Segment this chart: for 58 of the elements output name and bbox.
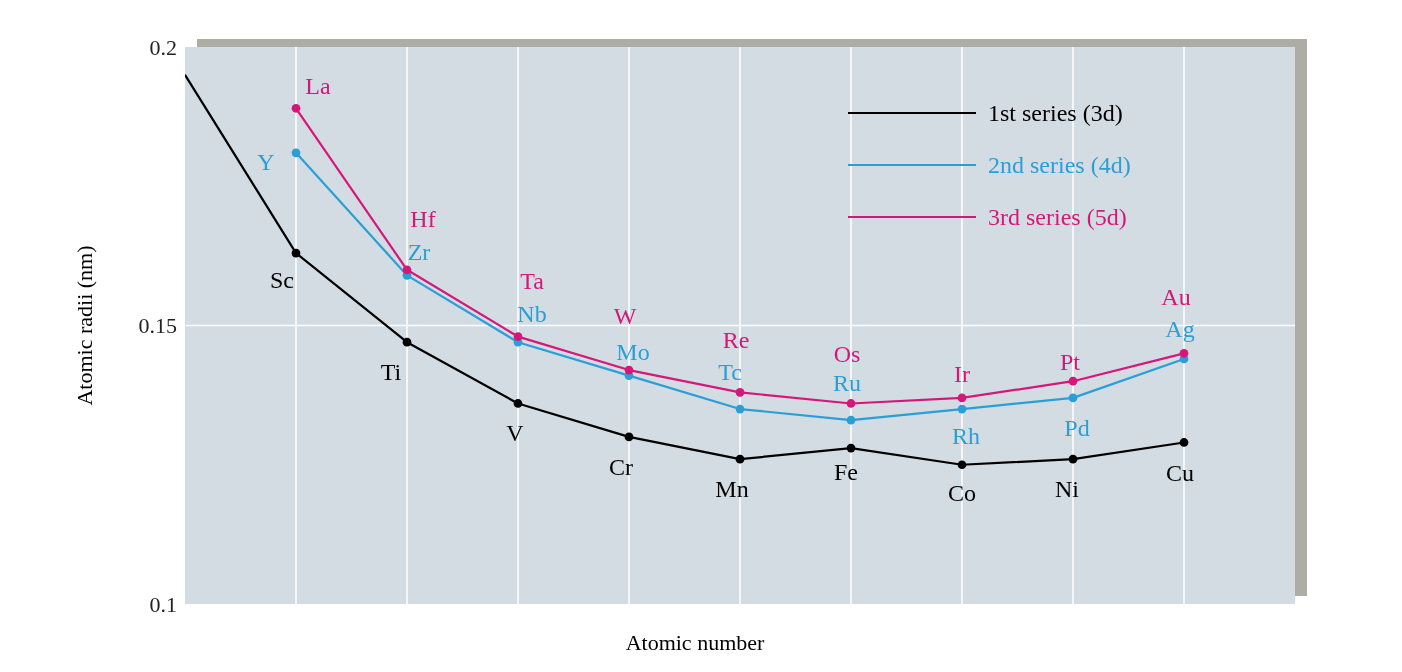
annotation: Co	[947, 479, 977, 506]
point	[1179, 348, 1189, 358]
text: 1st series (3d)	[988, 100, 1123, 126]
point	[846, 415, 856, 425]
annotation: Ag	[1165, 315, 1195, 342]
annotation: Tc	[718, 359, 742, 386]
point	[624, 432, 634, 442]
annotation: Ni	[1055, 476, 1080, 503]
annotation: Ta	[520, 267, 545, 294]
point	[1068, 393, 1078, 403]
annotation: Cr	[609, 453, 634, 480]
annotation: Ti	[380, 359, 402, 386]
point	[513, 332, 523, 341]
point	[735, 404, 745, 414]
point	[846, 443, 856, 453]
y-tick-label: 0.15	[138, 313, 177, 339]
annotation: W	[613, 303, 637, 330]
annotation: Pt	[1059, 349, 1081, 376]
point	[1068, 454, 1078, 464]
annotation: Os	[833, 341, 861, 368]
point	[735, 387, 745, 397]
y-tick-label: 0.2	[149, 34, 177, 60]
point	[624, 365, 634, 375]
point	[291, 148, 301, 158]
point	[957, 393, 967, 403]
annotation: Hf	[410, 205, 436, 232]
annotation: Nb	[517, 301, 547, 328]
point	[291, 103, 301, 113]
text: 2nd series (4d)	[988, 152, 1131, 178]
point	[1068, 376, 1078, 386]
annotation: Zr	[407, 239, 431, 266]
y-tick-label: 0.1	[149, 591, 177, 617]
annotation: Sc	[270, 267, 294, 294]
annotation: Ru	[832, 370, 862, 397]
annotation: Re	[722, 327, 750, 354]
point	[291, 248, 301, 258]
x-axis-title: Atomic number	[625, 630, 766, 655]
point	[846, 399, 856, 408]
point	[513, 399, 523, 408]
annotation: La	[305, 73, 331, 100]
annotation: Rh	[951, 423, 981, 450]
y-axis-title: Atomic radii (nm)	[72, 245, 97, 406]
annotation: Ir	[954, 360, 970, 387]
annotation: Y	[257, 148, 275, 175]
annotation: V	[506, 420, 525, 447]
annotation: Pd	[1064, 414, 1090, 441]
point	[957, 404, 967, 414]
annotation: Mn	[715, 476, 749, 503]
point	[402, 337, 412, 347]
point	[402, 265, 412, 275]
point	[735, 454, 745, 464]
text: 3rd series (5d)	[988, 204, 1127, 230]
annotation: Cu	[1165, 460, 1195, 487]
annotation: Au	[1161, 284, 1191, 311]
point	[1179, 438, 1189, 447]
annotation: Mo	[616, 338, 650, 365]
annotation: Fe	[834, 459, 858, 486]
point	[957, 460, 967, 470]
